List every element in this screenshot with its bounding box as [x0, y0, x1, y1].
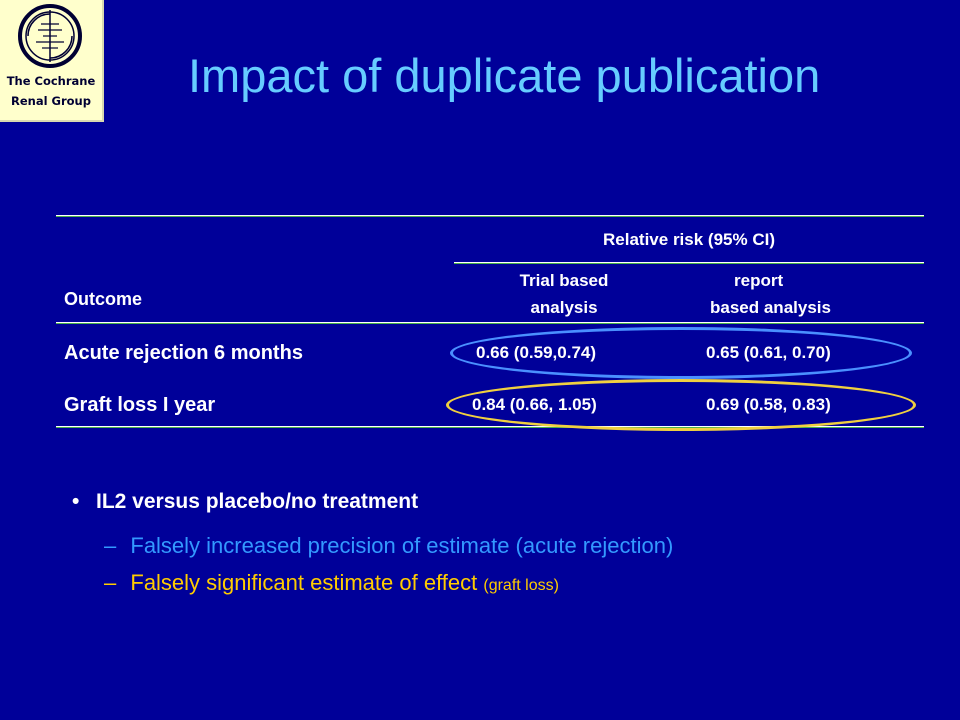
row-outcome: Graft loss I year [64, 394, 216, 416]
cochrane-logo: The Cochrane Renal Group [0, 0, 104, 122]
table-top-rule [56, 215, 924, 217]
sub-bullet-1: – Falsely increased precision of estimat… [104, 533, 673, 559]
sub-bullet-2-text: Falsely significant estimate of effect [130, 570, 478, 595]
table-group-header: Relative risk (95% CI) [603, 230, 775, 249]
bullet-main: • IL2 versus placebo/no treatment [72, 490, 418, 514]
sub-bullet-2: – Falsely significant estimate of effect… [104, 570, 559, 596]
sub-bullet-dash: – [104, 570, 117, 595]
column-header-outcome: Outcome [64, 289, 143, 309]
sub-bullet-1-text: Falsely increased precision of estimate … [130, 533, 674, 558]
bullet-marker: • [72, 490, 80, 513]
sub-bullet-2-small-text: (graft loss) [483, 577, 559, 594]
bullet-main-text: IL2 versus placebo/no treatment [96, 490, 419, 513]
column-header-trial-line1: Trial based [519, 271, 609, 290]
logo-line-2: Renal Group [11, 94, 91, 108]
table-header-rule [56, 322, 924, 324]
column-header-trial-line2: analysis [530, 298, 598, 317]
cochrane-logo-icon [18, 4, 82, 68]
row-outcome: Acute rejection 6 months [64, 342, 303, 364]
sub-bullet-dash: – [104, 533, 117, 558]
table-group-rule [454, 262, 924, 264]
page-title: Impact of duplicate publication [188, 49, 821, 102]
table-bottom-rule [56, 426, 924, 428]
column-header-report-line1: report [734, 271, 784, 290]
logo-line-1: The Cochrane [6, 74, 96, 88]
highlight-oval-yellow [446, 379, 916, 431]
column-header-report-line2: based analysis [710, 298, 831, 317]
highlight-oval-blue [450, 327, 912, 379]
